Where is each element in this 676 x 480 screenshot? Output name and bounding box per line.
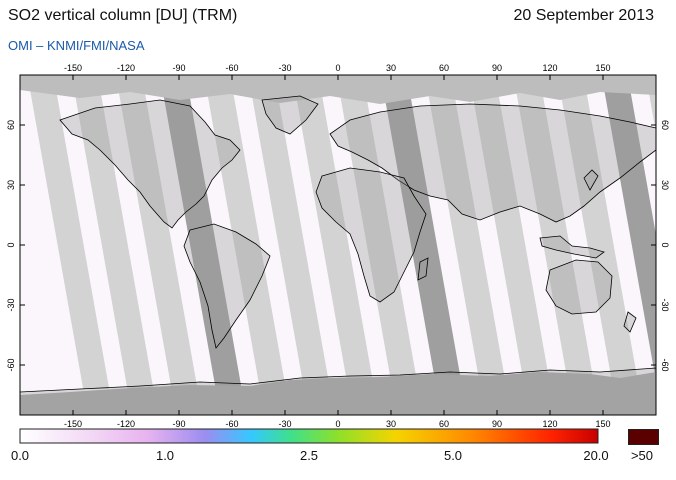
orbit-swath [338, 85, 419, 389]
madagascar-coast [417, 257, 429, 281]
map-date: 20 September 2013 [513, 7, 654, 24]
map-area [20, 75, 656, 415]
data-credit: OMI – KNMI/FMI/NASA [8, 38, 145, 53]
orbit-swath [29, 85, 110, 389]
lon-tick-label: -60 [225, 419, 238, 429]
lon-tick-label: 0 [335, 419, 340, 429]
orbit-swath [205, 85, 286, 389]
lon-tick-label: 120 [542, 419, 557, 429]
colorbar-label-5: >50 [630, 448, 654, 463]
orbit-swath [294, 85, 375, 389]
lon-tick-label: 60 [439, 419, 449, 429]
africa-coast [315, 167, 427, 303]
south-america-coast [183, 223, 271, 349]
orbit-swath [73, 85, 154, 389]
continents [20, 95, 656, 415]
orbit-swath [382, 85, 463, 389]
lon-tick-label: 90 [492, 419, 502, 429]
lon-tick-label: 150 [595, 63, 610, 73]
lat-tick-label: -30 [660, 298, 670, 311]
lon-tick-label: -60 [225, 63, 238, 73]
orbit-swath [515, 85, 596, 389]
antarctica-coast [20, 367, 656, 415]
graticule-ticks: -150 -150 -120 -120 -90 -90 -60 -60 -30 -30 0 0 30 30… [6, 63, 670, 429]
lat-tick-label: 30 [6, 180, 16, 190]
map-title: SO2 vertical column [DU] (TRM) [8, 7, 238, 24]
lat-tick-label: -60 [660, 358, 670, 371]
colorbar-label-3: 5.0 [443, 448, 463, 463]
lon-tick-label: 30 [386, 63, 396, 73]
colorbar-label-4: 20.0 [583, 448, 609, 463]
orbit-swath [647, 85, 656, 133]
colorbar-label-2: 2.5 [299, 448, 319, 463]
greenland-coast [261, 95, 319, 135]
lon-tick-label: 90 [492, 63, 502, 73]
lat-tick-label: 60 [660, 120, 670, 130]
eurasia-coast [329, 103, 656, 223]
lon-tick-label: -120 [117, 419, 135, 429]
lon-tick-label: 30 [386, 419, 396, 429]
lon-tick-label: -150 [64, 419, 82, 429]
arctic-gray-cap [20, 75, 656, 104]
lat-tick-label: 0 [6, 242, 16, 247]
antarctic-gray-cap [20, 372, 656, 415]
colorbar-label-0: 0.0 [10, 448, 30, 463]
lon-tick-label: 120 [542, 63, 557, 73]
orbit-swath [603, 85, 656, 382]
lat-tick-label: -60 [6, 358, 16, 371]
orbit-swath [559, 85, 640, 389]
lat-tick-label: 30 [660, 180, 670, 190]
colorbar-label-1: 1.0 [155, 448, 175, 463]
lon-tick-label: 0 [335, 63, 340, 73]
orbit-swaths [29, 85, 656, 389]
orbit-swath [161, 85, 242, 389]
new-zealand-coast [623, 311, 637, 333]
lat-tick-label: 0 [660, 242, 670, 247]
orbit-swath [470, 85, 551, 389]
orbit-swath [117, 85, 198, 389]
lon-tick-label: -90 [172, 419, 185, 429]
japan-coast [583, 169, 599, 191]
australia-coast [545, 259, 613, 315]
colorbar [19, 428, 599, 444]
orbit-swath [250, 85, 331, 389]
colorbar-overflow-box [628, 429, 659, 445]
orbit-swath [426, 85, 507, 389]
lon-tick-label: 150 [595, 419, 610, 429]
indonesia-coast [539, 235, 605, 259]
lon-tick-label: -150 [64, 63, 82, 73]
lon-tick-label: 60 [439, 63, 449, 73]
lat-tick-label: 60 [6, 120, 16, 130]
lon-tick-label: -30 [278, 419, 291, 429]
lon-tick-label: -120 [117, 63, 135, 73]
lon-tick-label: -90 [172, 63, 185, 73]
north-america-coast [59, 99, 241, 229]
lat-tick-label: -30 [6, 298, 16, 311]
lon-tick-label: -30 [278, 63, 291, 73]
